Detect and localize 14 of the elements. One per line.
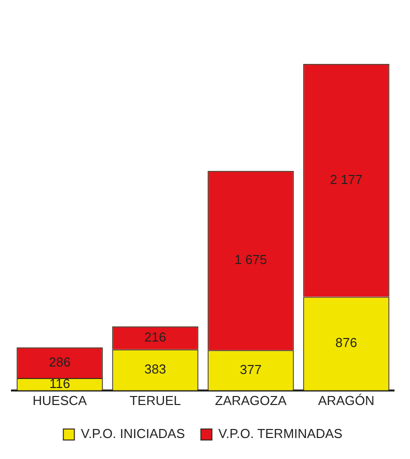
data-label: 383 [144, 361, 166, 376]
data-label: 2 177 [330, 172, 363, 187]
data-label: 377 [240, 362, 262, 377]
data-label: 1 675 [234, 252, 268, 268]
legend-label: V.P.O. TERMINADAS [218, 426, 343, 442]
data-label: 116 [49, 376, 70, 391]
x-tick-label: ZARAGOZA [214, 392, 287, 408]
legend-label: V.P.O. INICIADAS [80, 426, 186, 442]
x-tick-label: TERUEL [130, 392, 181, 408]
x-tick-label: HUESCA [32, 392, 88, 408]
x-tick-label: ARAGÓN [318, 392, 374, 408]
data-label: 286 [48, 354, 71, 370]
data-label: 876 [335, 335, 358, 350]
data-label: 216 [144, 329, 166, 344]
